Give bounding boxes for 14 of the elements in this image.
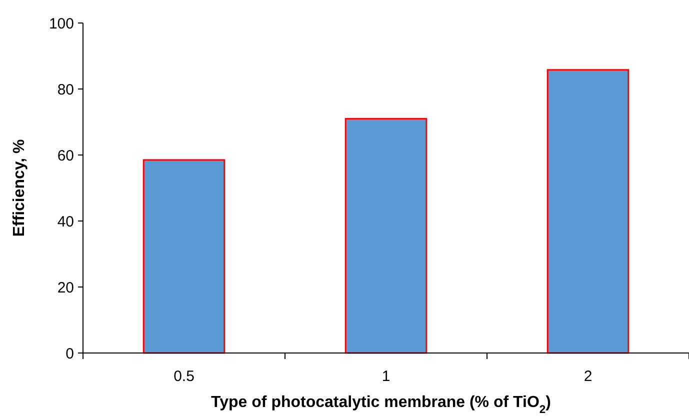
y-tick-label: 100 (48, 15, 74, 32)
bar (546, 69, 630, 354)
y-axis-title: Efficiency, % (11, 139, 28, 237)
y-tick-label: 60 (57, 147, 74, 164)
x-tick-label: 0.5 (174, 368, 194, 385)
y-tick-label: 20 (57, 279, 74, 296)
y-tick-label: 0 (66, 345, 74, 362)
bar (344, 118, 428, 354)
y-tick-label: 80 (57, 81, 74, 98)
bar (142, 159, 226, 354)
y-tick-label: 40 (57, 213, 74, 230)
x-tick-label: 1 (382, 368, 390, 385)
x-axis-title: Type of photocatalytic membrane (% of TiO$_{2}$) (211, 394, 551, 416)
x-tick-label: 2 (584, 368, 592, 385)
